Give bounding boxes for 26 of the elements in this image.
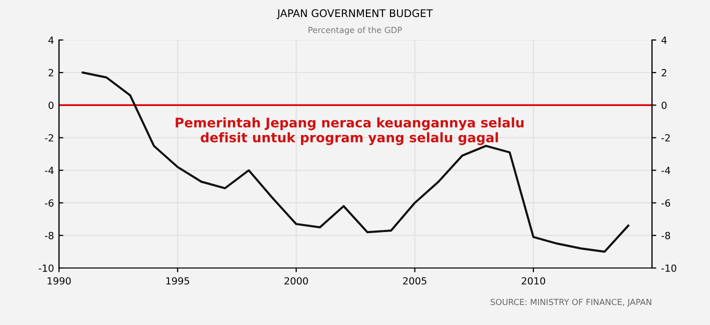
y-tick-label: -2 xyxy=(44,134,54,142)
y2-tick-label: -2 xyxy=(662,134,670,142)
y-tick-label: -6 xyxy=(44,199,54,207)
x-tick-label: 1995 xyxy=(166,277,190,285)
annotation: Pemerintah Jepang neraca keuangannya selalu defisit untuk program yang selalu gagal xyxy=(176,117,524,146)
y-tick-label: -4 xyxy=(44,166,54,174)
y-tick-label: -10 xyxy=(38,264,54,272)
x-tick-label: 2005 xyxy=(403,277,426,285)
y-tick-label: 4 xyxy=(48,36,54,44)
y-tick-label: 0 xyxy=(48,102,54,109)
y-tick-label: 2 xyxy=(48,69,54,76)
y2-tick-label: -8 xyxy=(662,232,670,240)
chart-subtitle: Percentage of the GDP xyxy=(308,26,402,35)
x-tick-label: 2010 xyxy=(522,277,546,285)
x-tick-label: 1990 xyxy=(48,277,71,285)
line-series xyxy=(82,72,630,253)
y2-tick-label: 2 xyxy=(662,69,666,76)
x-tick-label: 2000 xyxy=(284,277,308,285)
y2-tick-label: 4 xyxy=(662,36,667,44)
y2-tick-label: -4 xyxy=(662,166,670,174)
y2-tick-label: 0 xyxy=(662,102,667,109)
y-tick-label: -8 xyxy=(44,232,54,240)
source-note: SOURCE: MINISTRY OF FINANCE, JAPAN xyxy=(490,298,652,307)
y2-tick-label: -6 xyxy=(662,199,670,207)
chart-title: JAPAN GOVERNMENT BUDGET xyxy=(276,9,433,20)
y2-tick-label: -10 xyxy=(662,264,676,272)
